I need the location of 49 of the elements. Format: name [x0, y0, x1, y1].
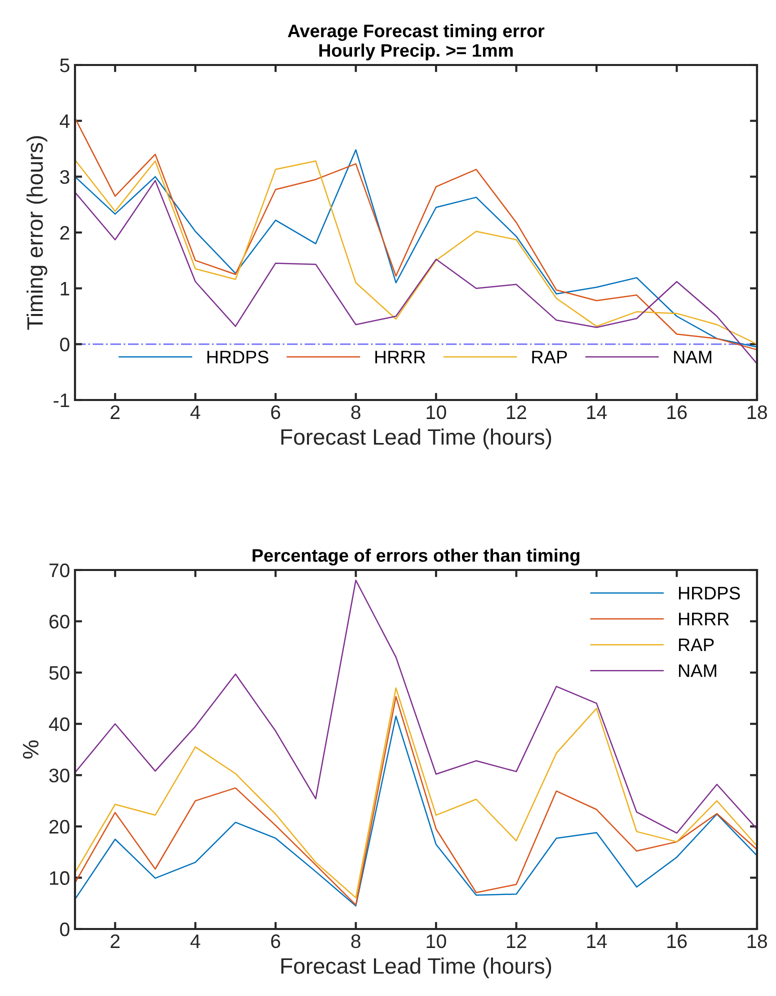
y-tick-label: -1 [54, 394, 70, 408]
legend-label: HRDPS [207, 350, 268, 364]
x-tick-label: 10 [426, 405, 446, 420]
x-tick-label: 10 [426, 934, 446, 948]
y-tick-label: 5 [60, 58, 70, 72]
y-tick-label: 60 [50, 614, 70, 629]
x-tick-label: 16 [667, 934, 687, 948]
y-tick-label: 30 [49, 768, 70, 782]
line-series [75, 580, 757, 834]
y-tick-label: 2 [60, 226, 70, 240]
chart-title: Percentage of errors other than timing [252, 548, 580, 566]
y-tick-label: 10 [50, 871, 70, 885]
y-tick-label: 3 [60, 170, 70, 184]
y-tick-label: 0 [60, 338, 70, 352]
x-tick-label: 14 [587, 934, 607, 948]
y-tick-label: 50 [49, 666, 70, 680]
legend-label: HRRR [679, 612, 729, 626]
x-axis-title: Forecast Lead Time (hours) [281, 428, 552, 450]
legend-label: NAM [674, 350, 712, 364]
x-tick-label: 8 [351, 405, 360, 420]
x-tick-label: 14 [587, 406, 607, 419]
x-tick-label: 12 [506, 934, 526, 948]
x-tick-label: 8 [351, 934, 360, 948]
line-series [75, 180, 757, 364]
y-tick-label: 20 [49, 820, 70, 834]
x-tick-label: 18 [748, 934, 767, 948]
legend-label: HRDPS [679, 586, 740, 600]
x-tick-label: 6 [271, 405, 280, 420]
x-tick-label: 4 [190, 934, 200, 948]
x-tick-label: 16 [667, 405, 687, 420]
y-tick-label: 0 [60, 922, 70, 936]
legend-label: RAP [679, 638, 714, 652]
x-tick-label: 4 [190, 406, 200, 419]
y-tick-label: 40 [48, 717, 70, 732]
legend-label: RAP [532, 350, 567, 364]
y-axis-title: Timing error (hours) [26, 136, 48, 330]
x-tick-label: 12 [506, 405, 526, 419]
x-tick-label: 6 [271, 934, 280, 948]
y-tick-label: 1 [60, 282, 70, 296]
chart-title: Average Forecast timing error Hourly Precip. >= 1mm [288, 24, 544, 60]
legend-label: HRRR [375, 350, 426, 364]
x-tick-label: 2 [110, 405, 120, 419]
legend-label: NAM [679, 664, 716, 677]
y-tick-label: 70 [50, 563, 70, 578]
x-tick-label: 18 [748, 405, 767, 420]
y-tick-label: 4 [60, 114, 70, 128]
x-tick-label: 2 [110, 934, 120, 948]
x-axis-title: Forecast Lead Time (hours) [281, 958, 552, 978]
y-axis-title: % [22, 740, 38, 759]
